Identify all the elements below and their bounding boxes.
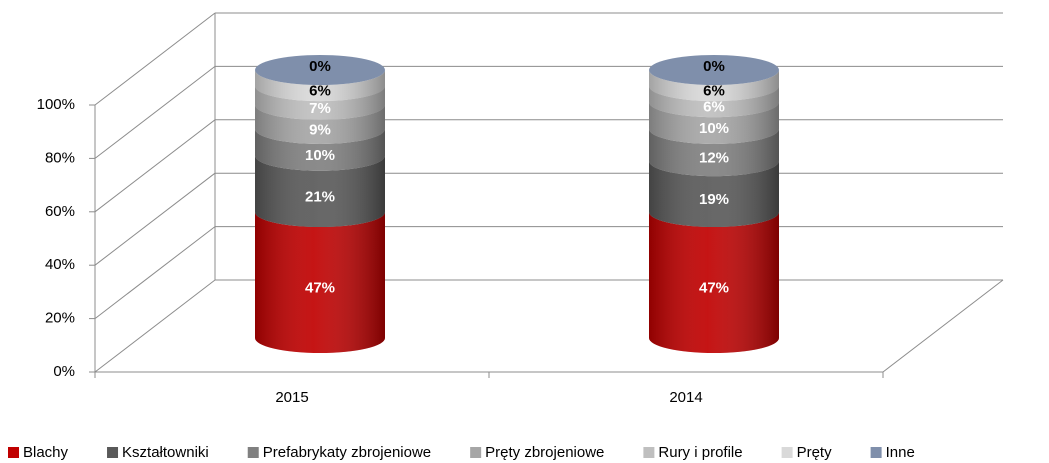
floor-edge <box>882 279 1004 373</box>
grid-line <box>94 12 216 106</box>
grid-line <box>94 119 216 213</box>
x-tick-label: 2014 <box>669 389 702 406</box>
grid-line <box>94 172 216 266</box>
legend-swatch <box>470 447 482 458</box>
legend-swatch <box>870 447 882 458</box>
legend-swatch <box>107 447 119 458</box>
y-tick-label: 60% <box>45 203 75 220</box>
legend-swatch <box>8 447 19 458</box>
data-label: 10% <box>699 120 729 137</box>
y-tick-label: 40% <box>45 256 75 273</box>
data-label: 0% <box>309 58 331 75</box>
data-label: 10% <box>305 147 335 164</box>
legend-label: Rury i profile <box>658 444 742 461</box>
legend-label: Pręty <box>797 444 833 461</box>
legend-swatch <box>247 447 259 458</box>
legend-label: Prefabrykaty zbrojeniowe <box>263 444 431 461</box>
grid-line <box>94 226 216 319</box>
cylinder-top <box>255 55 385 85</box>
legend-swatch <box>643 447 655 458</box>
legend-label: Inne <box>886 444 915 461</box>
data-label: 21% <box>305 188 335 205</box>
data-label: 9% <box>309 121 331 138</box>
legend-label: Pręty zbrojeniowe <box>485 444 604 461</box>
y-tick-label: 80% <box>45 149 75 166</box>
data-label: 47% <box>305 279 335 296</box>
legend-label: Blachy <box>23 444 69 461</box>
data-label: 47% <box>699 279 729 296</box>
legend-label: Kształtowniki <box>122 444 209 461</box>
x-tick-label: 2015 <box>275 389 308 406</box>
legend-swatch <box>781 447 793 458</box>
data-label: 6% <box>703 99 725 116</box>
data-label: 6% <box>309 83 331 100</box>
y-tick-label: 100% <box>37 96 75 113</box>
data-label: 19% <box>699 191 729 208</box>
data-label: 7% <box>309 100 331 117</box>
y-tick-label: 0% <box>53 363 75 380</box>
data-label: 6% <box>703 83 725 100</box>
cylinder-top <box>649 55 779 85</box>
data-label: 12% <box>699 150 729 167</box>
y-tick-label: 20% <box>45 310 75 327</box>
data-label: 0% <box>703 58 725 75</box>
grid-line <box>94 279 216 373</box>
grid-line <box>94 66 216 159</box>
